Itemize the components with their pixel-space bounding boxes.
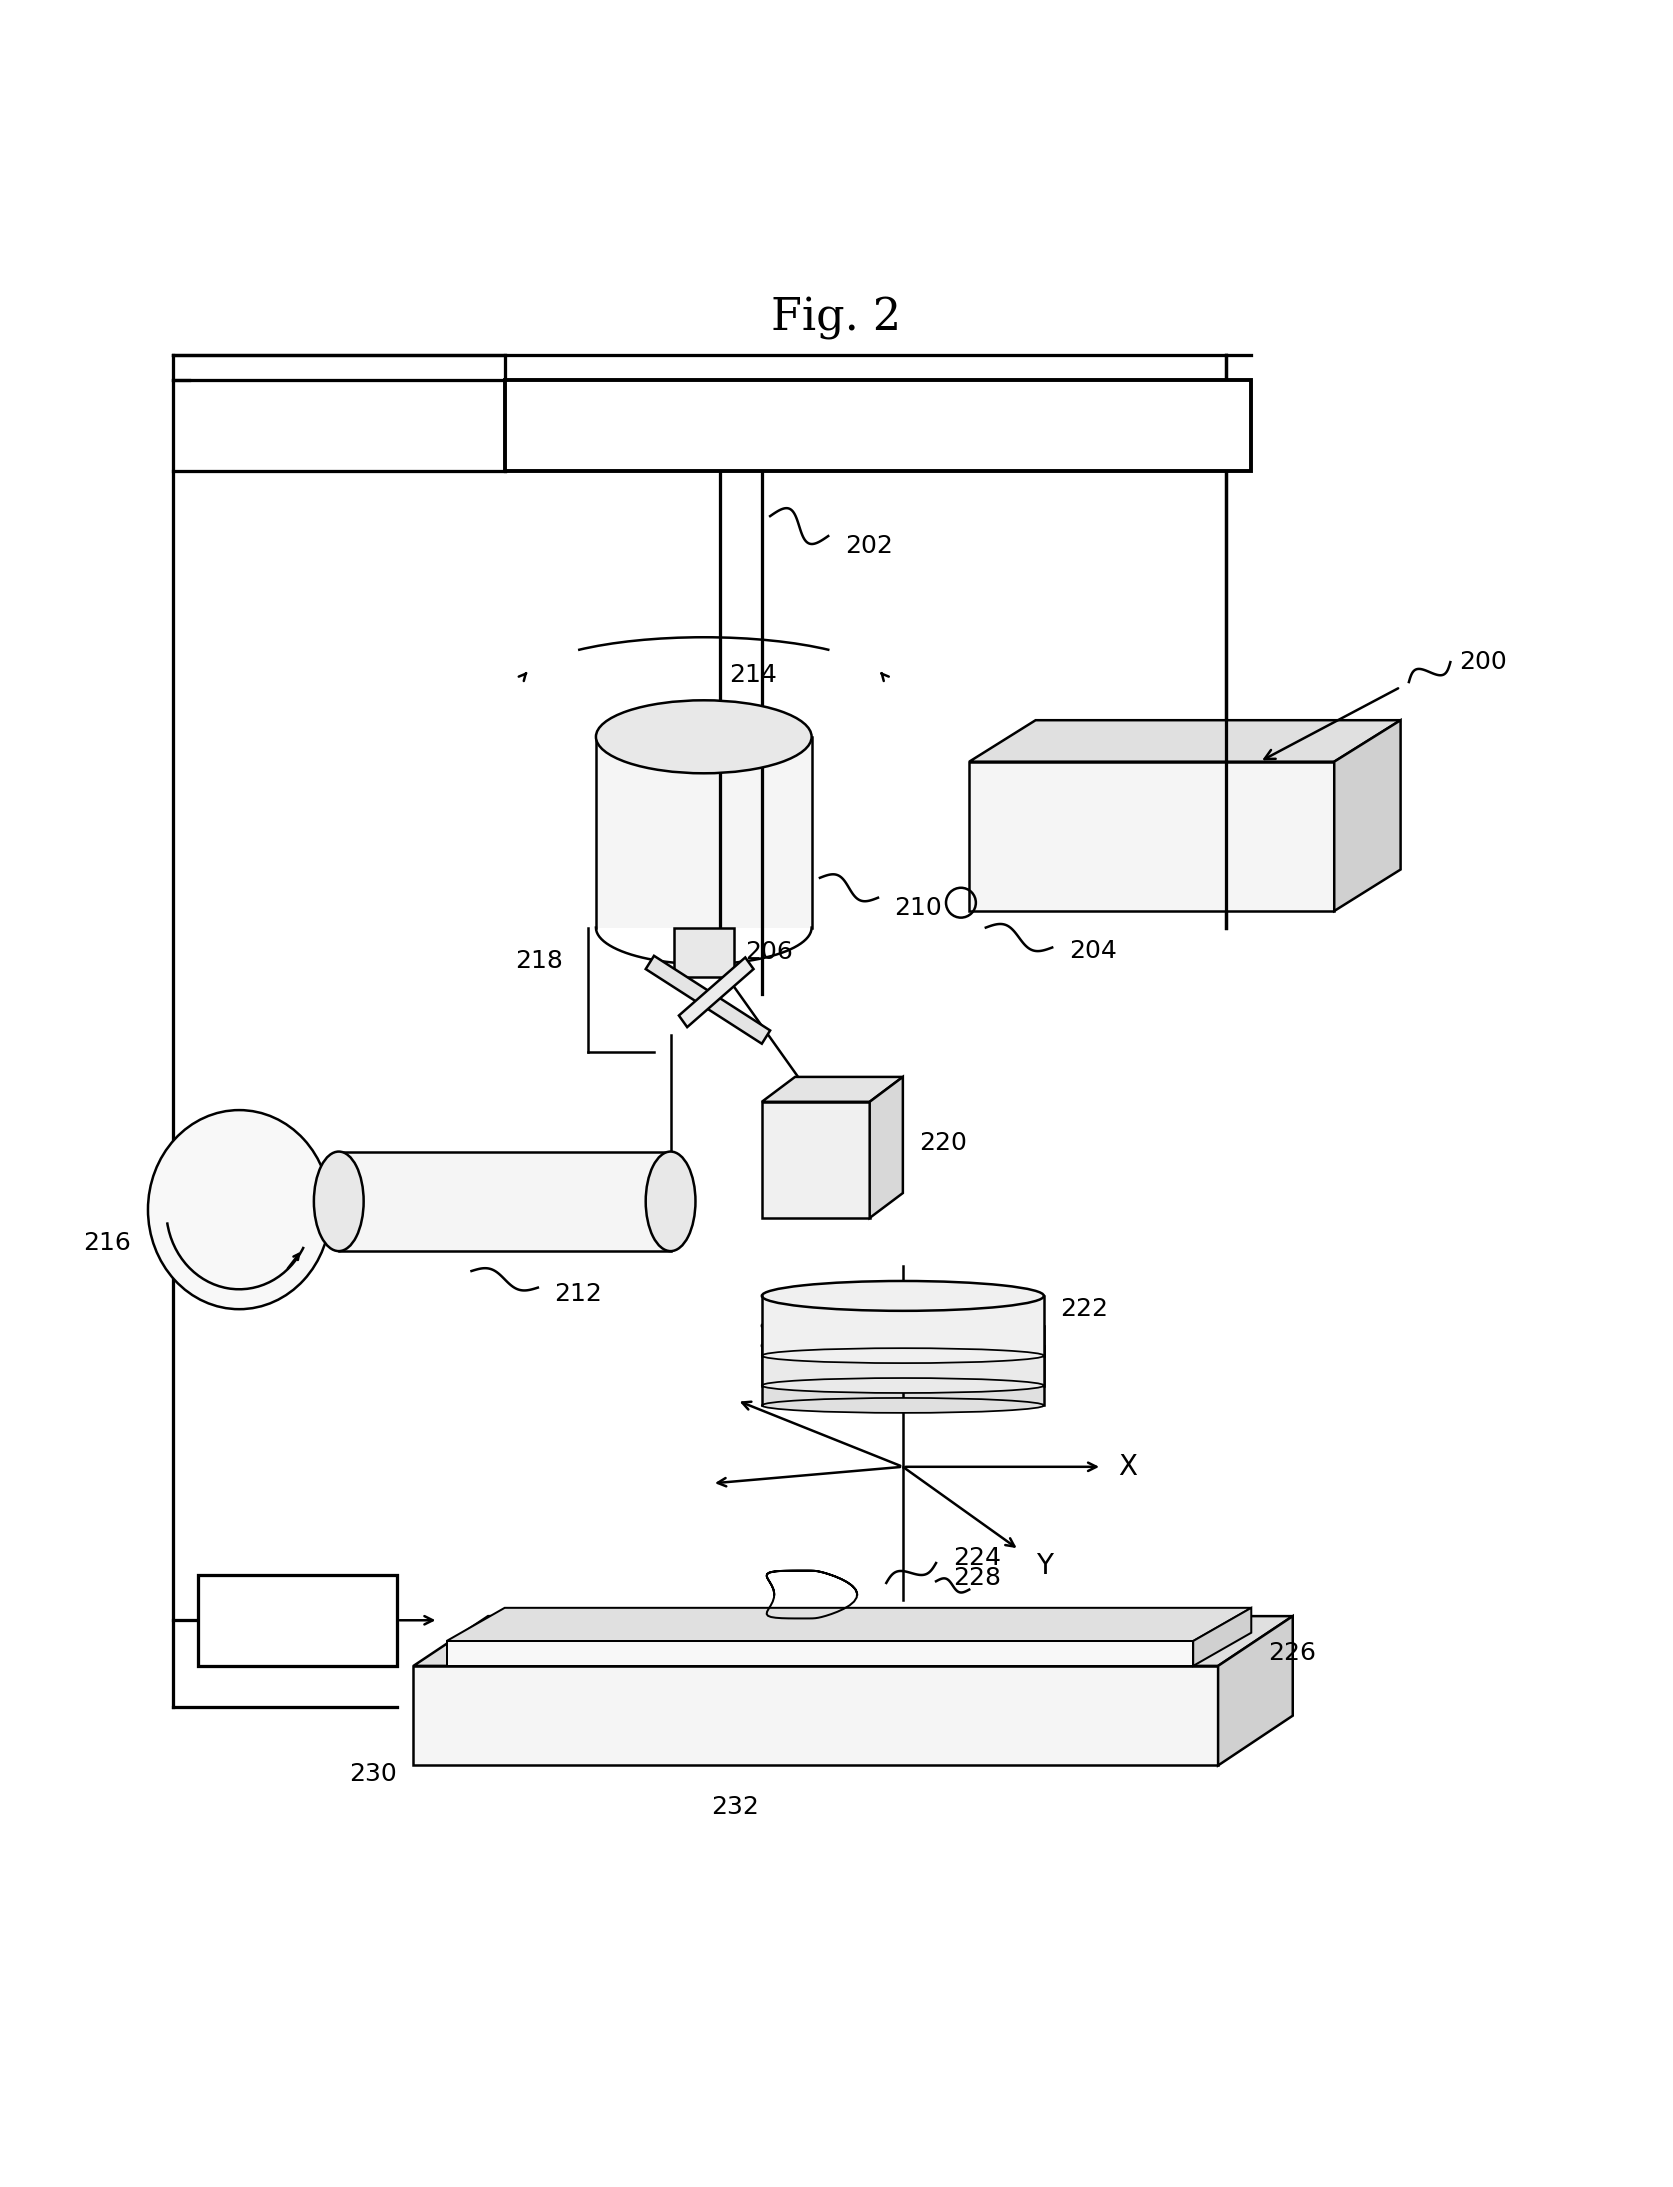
Polygon shape — [413, 1666, 1218, 1765]
Ellipse shape — [761, 1282, 1044, 1310]
Ellipse shape — [596, 700, 811, 774]
Text: 228: 228 — [952, 1566, 1000, 1590]
Text: 224: 224 — [952, 1546, 1000, 1570]
Text: 206: 206 — [744, 940, 793, 964]
Bar — [761, 1325, 1044, 1387]
Text: Controller: Controller — [803, 411, 954, 440]
Bar — [338, 1153, 671, 1251]
Polygon shape — [1335, 720, 1400, 912]
Text: 220: 220 — [920, 1131, 967, 1155]
Polygon shape — [870, 1076, 903, 1218]
Ellipse shape — [761, 1397, 1044, 1413]
Ellipse shape — [761, 1347, 1044, 1363]
Text: 208: 208 — [271, 1599, 325, 1625]
Text: 218: 218 — [515, 949, 562, 973]
Text: 230: 230 — [350, 1763, 397, 1787]
Text: 232: 232 — [711, 1796, 760, 1820]
Text: 210: 210 — [895, 897, 942, 921]
Polygon shape — [969, 761, 1335, 912]
Ellipse shape — [761, 1310, 1044, 1341]
Text: 202: 202 — [845, 534, 893, 558]
Text: Fig. 2: Fig. 2 — [771, 297, 902, 341]
Text: X: X — [1119, 1452, 1138, 1481]
Bar — [505, 381, 1251, 472]
Polygon shape — [969, 720, 1400, 761]
Text: 212: 212 — [554, 1282, 602, 1306]
Ellipse shape — [646, 1153, 696, 1251]
Text: 214: 214 — [729, 663, 776, 687]
Polygon shape — [646, 956, 770, 1043]
Text: 226: 226 — [1268, 1642, 1317, 1666]
Polygon shape — [674, 927, 734, 978]
Polygon shape — [761, 1076, 903, 1102]
Polygon shape — [1218, 1616, 1293, 1765]
Polygon shape — [447, 1607, 1251, 1640]
Polygon shape — [413, 1616, 1293, 1666]
Bar — [761, 1297, 1044, 1356]
Ellipse shape — [315, 1153, 363, 1251]
Text: Y: Y — [1036, 1553, 1052, 1581]
Text: 216: 216 — [84, 1231, 132, 1255]
Polygon shape — [1193, 1607, 1251, 1666]
Polygon shape — [596, 737, 811, 927]
Ellipse shape — [147, 1111, 331, 1310]
Bar — [761, 1102, 870, 1218]
Bar — [197, 1575, 397, 1666]
Text: 200: 200 — [1459, 650, 1506, 674]
Bar — [761, 1345, 1044, 1406]
Polygon shape — [447, 1640, 1193, 1666]
Polygon shape — [679, 958, 753, 1028]
Text: 222: 222 — [1061, 1297, 1109, 1321]
Ellipse shape — [761, 1330, 1044, 1360]
Text: 204: 204 — [1069, 938, 1116, 962]
Ellipse shape — [761, 1378, 1044, 1393]
